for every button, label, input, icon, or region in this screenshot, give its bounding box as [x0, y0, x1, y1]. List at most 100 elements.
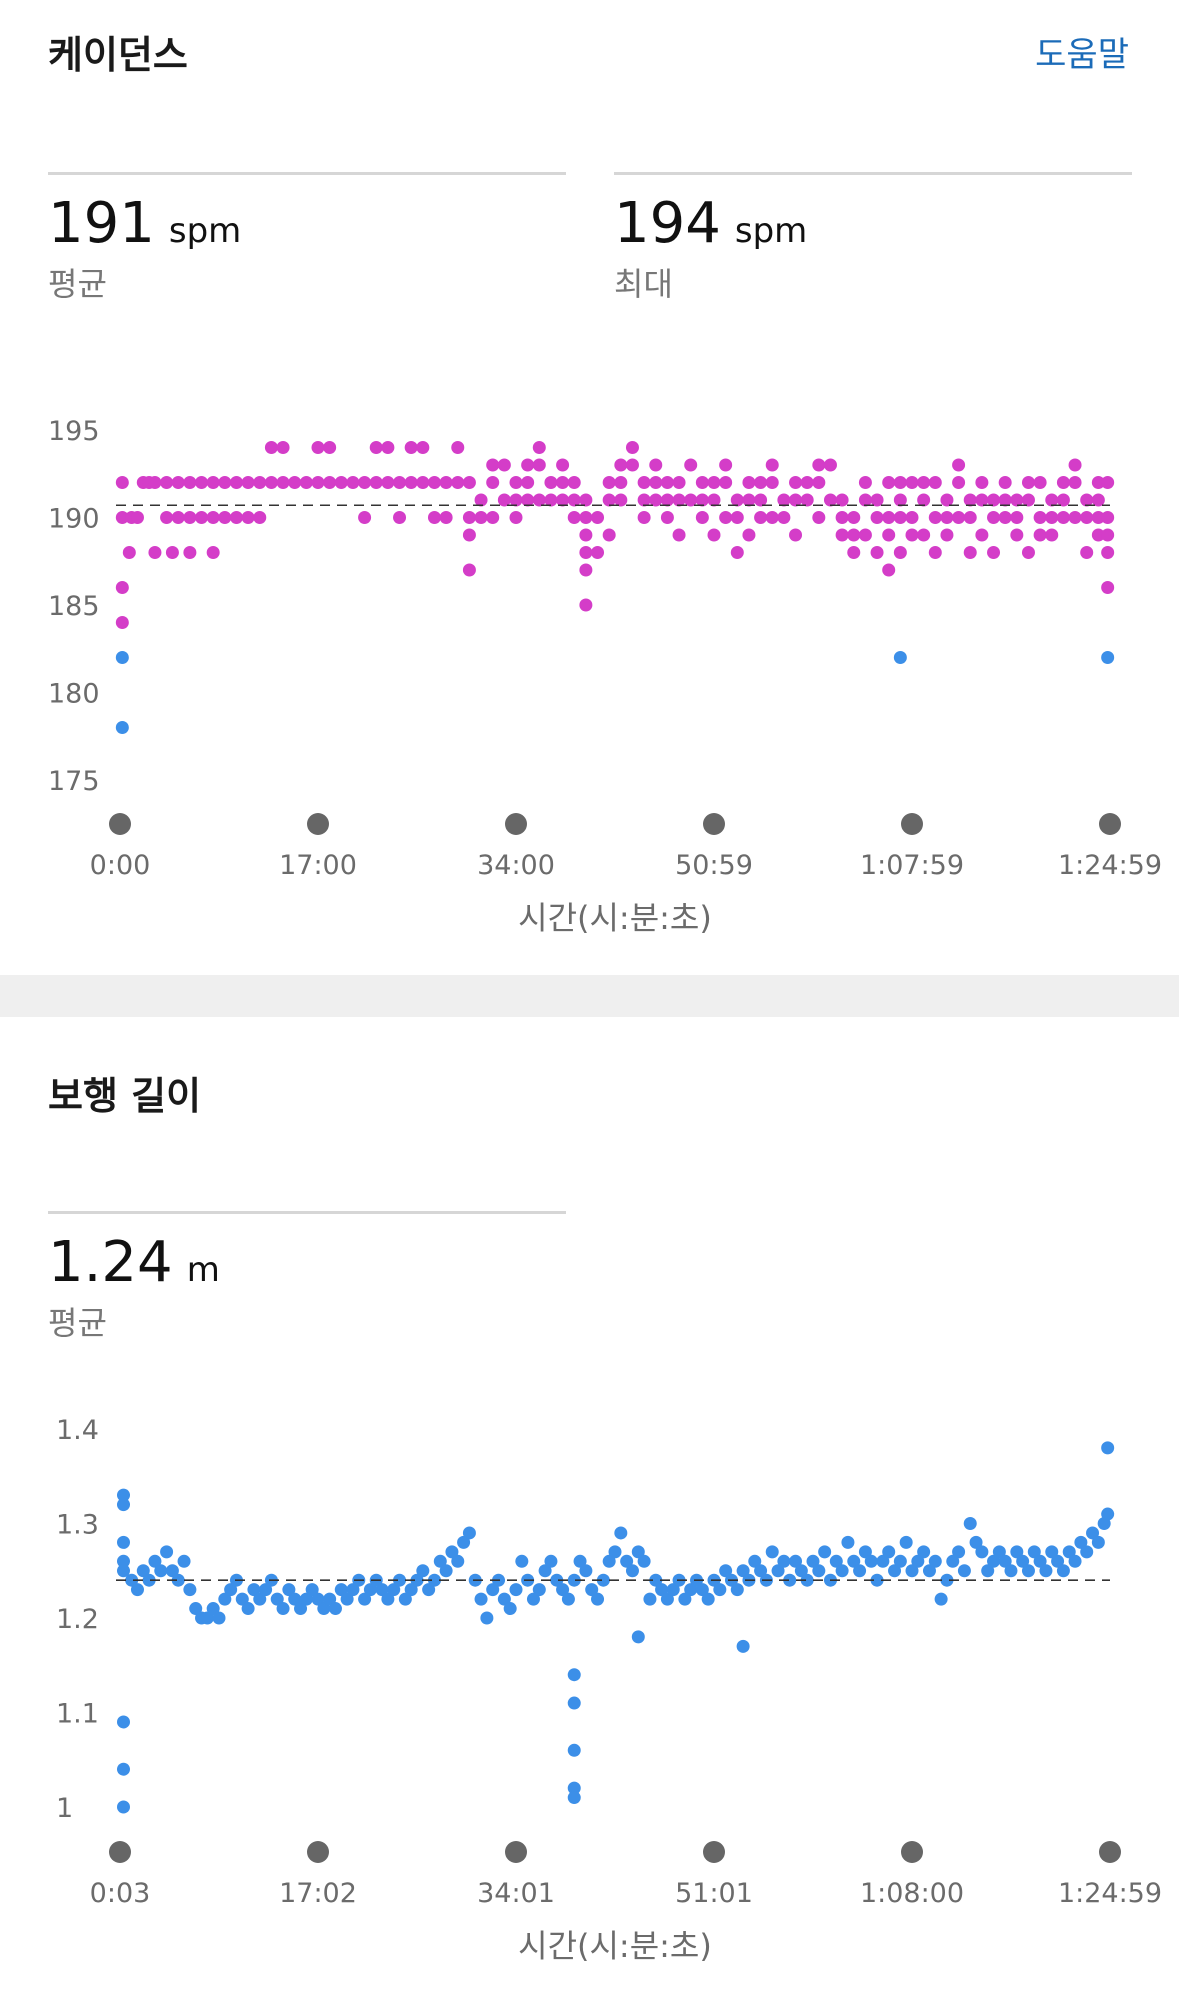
data-point	[579, 546, 593, 559]
data-point	[917, 1545, 931, 1559]
data-point	[829, 1554, 843, 1568]
data-point	[264, 476, 278, 489]
data-point	[183, 476, 197, 489]
data-point	[969, 1535, 983, 1549]
data-point	[1091, 528, 1105, 542]
data-point	[451, 441, 465, 454]
data-point	[206, 546, 220, 559]
data-point	[637, 476, 651, 489]
data-point	[148, 546, 162, 559]
data-point	[911, 1554, 925, 1568]
data-point	[229, 511, 243, 524]
data-point	[893, 651, 907, 664]
data-point	[422, 1583, 436, 1597]
y-tick-label: 195	[48, 416, 100, 447]
section-separator	[0, 975, 1179, 1017]
data-point	[660, 1592, 674, 1606]
data-point	[963, 546, 977, 559]
data-point	[544, 1554, 558, 1568]
x-tick-label: 17:00	[279, 850, 357, 881]
data-point	[800, 493, 814, 507]
data-point	[754, 476, 768, 489]
data-point	[509, 476, 523, 489]
data-point	[602, 493, 616, 507]
data-point	[116, 1762, 130, 1776]
data-point	[116, 1535, 130, 1549]
x-tick-label: 50:59	[675, 850, 753, 881]
data-point	[783, 1573, 797, 1587]
x-axis-marker	[307, 813, 329, 835]
data-point	[218, 1592, 232, 1606]
data-point	[858, 1545, 872, 1559]
data-point	[462, 1526, 476, 1540]
data-point	[998, 511, 1012, 524]
data-point	[328, 1602, 342, 1616]
data-point	[1101, 581, 1115, 594]
data-point	[882, 563, 896, 577]
data-point	[521, 476, 535, 489]
data-point	[497, 1592, 511, 1606]
data-point	[1091, 493, 1105, 507]
y-tick-label: 1.2	[56, 1604, 99, 1635]
data-point	[451, 1554, 465, 1568]
data-point	[462, 563, 476, 577]
x-axis-title: 시간(시:분:초)	[518, 899, 712, 937]
data-point	[567, 476, 581, 489]
data-point	[567, 1781, 581, 1795]
data-point	[876, 1554, 890, 1568]
data-point	[905, 511, 919, 524]
data-point	[754, 493, 768, 507]
data-point	[1021, 493, 1035, 507]
data-point	[294, 1602, 308, 1616]
data-point	[116, 1564, 130, 1578]
data-point	[905, 476, 919, 489]
data-point	[660, 476, 674, 489]
data-point	[1051, 1554, 1065, 1568]
data-point	[952, 458, 966, 472]
data-point	[148, 476, 162, 489]
data-point	[952, 1545, 966, 1559]
data-point	[416, 441, 430, 454]
data-point	[509, 1583, 523, 1597]
data-point	[585, 1583, 599, 1597]
data-point	[183, 546, 197, 559]
data-point	[579, 493, 593, 507]
data-point	[893, 476, 907, 489]
help-link[interactable]: 도움말	[1035, 35, 1129, 75]
data-point	[777, 493, 791, 507]
data-point	[952, 476, 966, 489]
data-point	[823, 493, 837, 507]
data-point	[427, 511, 441, 524]
data-point	[870, 511, 884, 524]
data-point	[684, 493, 698, 507]
data-point	[579, 511, 593, 524]
data-point	[1091, 511, 1105, 524]
data-point	[1101, 511, 1115, 524]
data-point	[538, 1564, 552, 1578]
data-point	[393, 1573, 407, 1587]
data-point	[276, 1602, 290, 1616]
data-point	[649, 476, 663, 489]
data-point	[1068, 476, 1082, 489]
stride-title: 보행 길이	[48, 1074, 202, 1118]
x-axis-marker	[703, 813, 725, 835]
data-point	[462, 476, 476, 489]
data-point	[241, 511, 255, 524]
data-point	[975, 1545, 989, 1559]
data-point	[765, 1545, 779, 1559]
data-point	[823, 458, 837, 472]
x-tick-label: 51:01	[675, 1878, 753, 1909]
data-point	[1010, 1545, 1024, 1559]
data-point	[917, 493, 931, 507]
data-point	[486, 511, 500, 524]
y-tick-label: 180	[48, 679, 100, 710]
data-point	[323, 1592, 337, 1606]
x-axis-marker	[1099, 1841, 1121, 1863]
data-point	[323, 476, 337, 489]
data-point	[346, 1583, 360, 1597]
x-axis-marker	[505, 813, 527, 835]
data-point	[812, 1564, 826, 1578]
data-point	[614, 476, 628, 489]
data-point	[115, 511, 129, 524]
data-point	[457, 1535, 471, 1549]
